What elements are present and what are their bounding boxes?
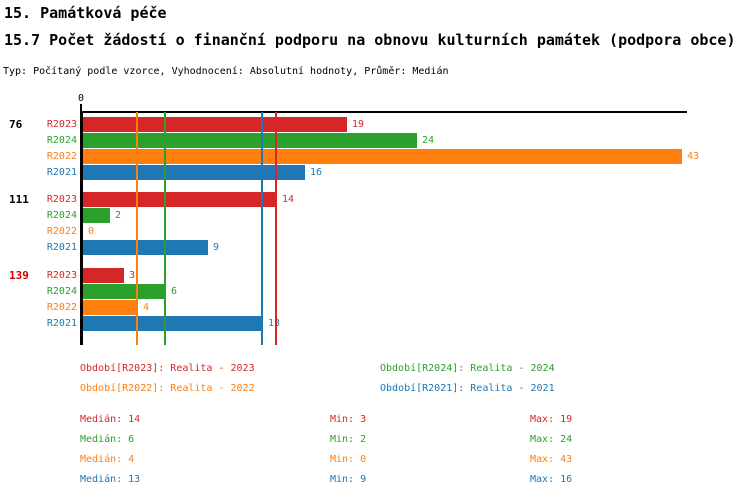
legend-item-R2022: Období[R2022]: Realita - 2022 <box>80 383 255 394</box>
stat-median-R2023: Medián: 14 <box>80 414 141 425</box>
bar-R2021-group-76 <box>83 165 305 180</box>
x-axis-line <box>80 111 687 113</box>
bar-R2021-group-111 <box>83 240 208 255</box>
y-axis-line <box>80 111 83 345</box>
bar-value-R2023-group-139: 3 <box>129 270 136 281</box>
bar-chart: 0 76 R2023 19 R2024 24 R2022 43 R2021 16 111 R2023… <box>0 90 750 355</box>
section-title: 15. Památková péče <box>4 4 167 22</box>
bar-series-label-R2023: R2023 <box>46 194 77 205</box>
bar-series-label-R2021: R2021 <box>46 242 77 253</box>
bar-series-label-R2021: R2021 <box>46 318 77 329</box>
stat-median-R2024: Medián: 6 <box>80 434 135 445</box>
legend-item-R2024: Období[R2024]: Realita - 2024 <box>380 363 555 374</box>
group-label-111: 111 <box>9 193 29 206</box>
x-axis-tick <box>80 104 82 112</box>
stat-median-R2021: Medián: 13 <box>80 474 141 485</box>
indicator-meta: Typ: Počítaný podle vzorce, Vyhodnocení:… <box>3 66 449 77</box>
group-label-76: 76 <box>9 118 23 131</box>
bar-R2023-group-111 <box>83 192 277 207</box>
bar-series-label-R2023: R2023 <box>46 119 77 130</box>
bar-series-label-R2023: R2023 <box>46 270 77 281</box>
bar-R2024-group-139 <box>83 284 166 299</box>
stat-min-R2024: Min: 2 <box>330 434 367 445</box>
bar-series-label-R2024: R2024 <box>46 135 77 146</box>
bar-series-label-R2024: R2024 <box>46 286 77 297</box>
stat-median-R2022: Medián: 4 <box>80 454 135 465</box>
legend-item-R2021: Období[R2021]: Realita - 2021 <box>380 383 555 394</box>
bar-value-R2022-group-139: 4 <box>143 302 150 313</box>
indicator-title: 15.7 Počet žádostí o finanční podporu na… <box>4 31 736 49</box>
bar-R2024-group-76 <box>83 133 417 148</box>
stat-max-R2021: Max: 16 <box>530 474 573 485</box>
bar-R2023-group-139 <box>83 268 124 283</box>
bar-value-R2021-group-111: 9 <box>213 242 220 253</box>
bar-R2024-group-111 <box>83 208 110 223</box>
legend-item-R2023: Období[R2023]: Realita - 2023 <box>80 363 255 374</box>
bar-series-label-R2022: R2022 <box>46 302 77 313</box>
stat-min-R2022: Min: 0 <box>330 454 367 465</box>
bar-value-R2021-group-76: 16 <box>310 167 323 178</box>
bar-value-R2023-group-111: 14 <box>282 194 295 205</box>
median-line-R2024 <box>164 112 166 345</box>
stat-max-R2022: Max: 43 <box>530 454 573 465</box>
bar-series-label-R2022: R2022 <box>46 151 77 162</box>
bar-value-R2021-group-139: 13 <box>268 318 280 330</box>
bar-R2023-group-76 <box>83 117 347 132</box>
bar-series-label-R2022: R2022 <box>46 226 77 237</box>
bar-series-label-R2021: R2021 <box>46 167 77 178</box>
bar-value-R2022-group-76: 43 <box>687 151 700 162</box>
stat-min-R2021: Min: 9 <box>330 474 367 485</box>
bar-series-label-R2024: R2024 <box>46 210 77 221</box>
bar-value-R2024-group-139: 6 <box>171 286 178 297</box>
bar-R2022-group-76 <box>83 149 682 164</box>
stat-max-R2024: Max: 24 <box>530 434 573 445</box>
group-label-139: 139 <box>9 269 29 282</box>
median-line-R2021 <box>261 112 263 345</box>
bar-R2022-group-139 <box>83 300 138 315</box>
bar-value-R2024-group-111: 2 <box>115 210 122 221</box>
stat-max-R2023: Max: 19 <box>530 414 573 425</box>
median-line-R2023 <box>275 112 277 345</box>
bar-value-R2024-group-76: 24 <box>422 135 435 146</box>
x-axis-origin-label: 0 <box>77 93 85 104</box>
median-line-R2022 <box>136 112 138 345</box>
bar-value-R2022-group-111: 0 <box>88 226 95 237</box>
stat-min-R2023: Min: 3 <box>330 414 367 425</box>
bar-value-R2023-group-76: 19 <box>352 119 365 130</box>
bar-R2021-group-139 <box>83 316 263 331</box>
